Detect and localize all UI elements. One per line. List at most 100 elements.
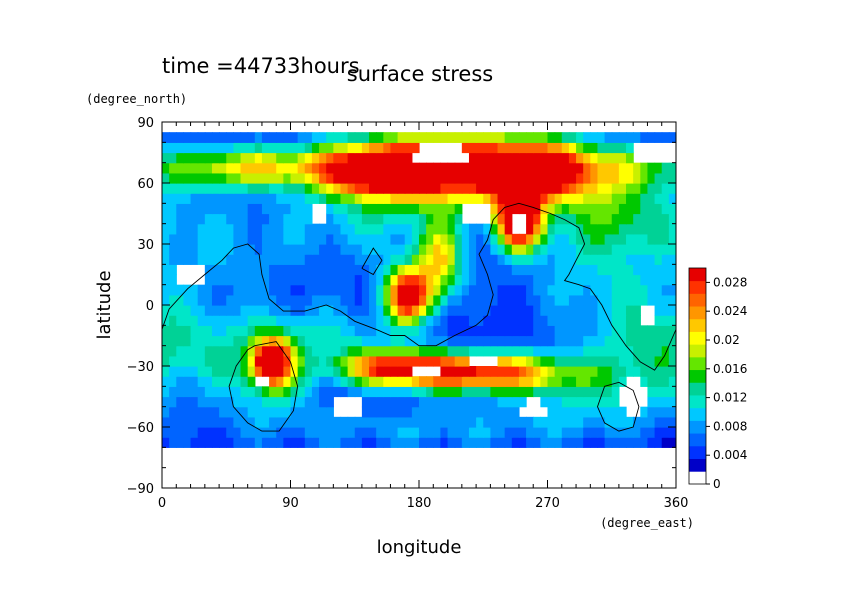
field-cell — [611, 366, 620, 377]
field-cell — [433, 183, 442, 194]
field-cell — [547, 315, 556, 326]
field-cell — [226, 274, 234, 286]
field-cell — [333, 142, 342, 154]
field-cell — [590, 396, 599, 408]
field-cell — [261, 193, 270, 204]
field-cell — [190, 335, 199, 347]
field-cell — [654, 355, 663, 367]
field-cell — [383, 416, 392, 428]
field-cell — [468, 172, 477, 184]
field-cell — [526, 254, 534, 265]
field-cell — [176, 376, 185, 387]
field-cell — [247, 183, 256, 194]
field-cell — [419, 396, 427, 408]
field-cell — [347, 315, 356, 326]
field-cell — [276, 203, 284, 215]
field-cell — [226, 193, 234, 204]
field-cell — [211, 183, 220, 194]
field-cell — [369, 335, 377, 347]
field-cell — [254, 162, 263, 174]
field-cell — [297, 233, 306, 245]
field-cell — [219, 213, 227, 225]
field-cell — [361, 416, 370, 428]
y-tick-label: −90 — [127, 482, 154, 497]
field-cell — [219, 427, 227, 438]
field-cell — [319, 376, 327, 387]
field-cell — [611, 172, 620, 184]
field-cell — [404, 345, 413, 357]
field-cell — [440, 244, 449, 255]
field-cell — [468, 416, 477, 428]
field-cell — [211, 335, 220, 347]
field-cell — [454, 172, 463, 184]
field-cell — [326, 162, 334, 174]
field-cell — [561, 193, 570, 204]
field-cell — [183, 142, 192, 154]
field-cell — [269, 376, 277, 387]
field-cell — [297, 183, 306, 194]
field-cell — [304, 386, 313, 398]
field-cell — [626, 315, 634, 326]
field-cell — [440, 396, 449, 408]
field-cell — [504, 264, 513, 276]
field-cell — [554, 294, 563, 306]
field-cell — [283, 294, 292, 306]
field-cell — [204, 274, 213, 286]
field-cell — [611, 274, 620, 286]
field-cell — [533, 254, 541, 265]
field-cell — [333, 355, 342, 367]
field-cell — [511, 396, 520, 408]
field-cell — [347, 172, 356, 184]
field-cell — [397, 406, 406, 418]
field-cell — [376, 406, 384, 418]
field-cell — [647, 193, 656, 204]
field-cell — [369, 213, 377, 225]
field-cell — [483, 162, 491, 174]
field-cell — [518, 284, 527, 296]
field-cell — [576, 162, 584, 174]
field-cell — [354, 345, 363, 357]
field-cell — [483, 305, 491, 316]
coastline — [597, 381, 640, 432]
field-cell — [190, 244, 199, 255]
field-cell — [640, 294, 649, 306]
field-cell — [433, 345, 442, 357]
field-cell — [376, 366, 384, 377]
field-cell — [540, 376, 549, 387]
field-cell — [404, 223, 413, 235]
field-cell — [290, 427, 299, 438]
field-cell — [483, 366, 491, 377]
field-cell — [511, 416, 520, 428]
field-cell — [618, 315, 627, 326]
field-cell — [361, 274, 370, 286]
field-cell — [561, 152, 570, 164]
field-cell — [176, 355, 185, 367]
field-cell — [197, 223, 206, 235]
field-cell — [197, 305, 206, 316]
field-cell — [211, 366, 220, 377]
y-axis-title: latitude — [94, 270, 115, 339]
field-cell — [618, 142, 627, 154]
field-cell — [340, 162, 349, 174]
field-cell — [326, 325, 334, 337]
field-cell — [354, 142, 363, 154]
field-cell — [497, 305, 506, 316]
field-cell — [233, 427, 242, 438]
field-cell — [497, 427, 506, 438]
field-cell — [183, 193, 192, 204]
field-cell — [226, 366, 234, 377]
field-cell — [668, 416, 676, 428]
field-cell — [583, 284, 591, 296]
field-cell — [554, 386, 563, 398]
field-cell — [554, 366, 563, 377]
field-cell — [176, 213, 185, 225]
field-cell — [326, 305, 334, 316]
x-tick-label: 270 — [535, 496, 560, 511]
field-cell — [276, 284, 284, 296]
field-cell — [604, 183, 613, 194]
field-cell — [197, 254, 206, 265]
field-cell — [204, 376, 213, 387]
field-cell — [204, 142, 213, 154]
field-cell — [633, 427, 641, 438]
field-cell — [247, 345, 256, 357]
